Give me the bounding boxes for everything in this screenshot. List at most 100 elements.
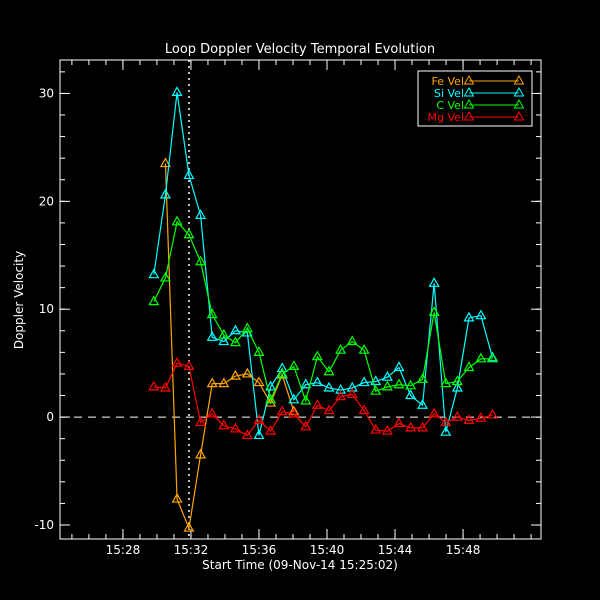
legend-marker-triangle xyxy=(513,110,525,121)
x-tick-label: 15:32 xyxy=(174,543,209,557)
data-point-triangle xyxy=(241,367,253,378)
data-point-triangle xyxy=(195,255,207,266)
data-point-triangle xyxy=(428,277,440,287)
data-point-triangle xyxy=(311,350,323,361)
series-line xyxy=(164,163,295,531)
data-point-triangle xyxy=(253,429,265,440)
legend-marker-triangle xyxy=(513,74,525,85)
data-point-triangle xyxy=(487,408,499,419)
series-si-vel xyxy=(148,86,499,440)
legend-label: C Vel xyxy=(436,99,464,112)
data-point-triangle xyxy=(218,419,230,430)
data-point-triangle xyxy=(346,335,358,346)
data-point-triangle xyxy=(265,380,277,391)
legend-marker-triangle xyxy=(463,98,475,109)
series-line xyxy=(153,92,494,436)
data-point-triangle xyxy=(346,388,358,399)
data-point-triangle xyxy=(381,370,393,381)
data-point-triangle xyxy=(428,407,440,418)
legend-marker-triangle xyxy=(463,110,475,121)
data-point-triangle xyxy=(381,424,393,435)
data-point-triangle xyxy=(218,377,230,388)
data-point-triangle xyxy=(183,169,195,180)
y-tick-label: 30 xyxy=(39,86,54,100)
x-tick-label: 15:36 xyxy=(242,543,277,557)
data-point-triangle xyxy=(370,375,382,386)
data-point-triangle xyxy=(195,209,207,219)
data-point-triangle xyxy=(393,417,405,428)
data-point-triangle xyxy=(206,331,218,341)
data-point-triangle xyxy=(300,394,312,405)
data-point-triangle xyxy=(276,405,288,416)
data-point-triangle xyxy=(416,421,429,432)
data-point-triangle xyxy=(416,399,429,409)
data-point-triangle xyxy=(159,271,171,282)
data-point-triangle xyxy=(405,379,417,390)
data-point-triangle xyxy=(229,369,241,380)
data-point-triangle xyxy=(229,336,241,347)
data-point-triangle xyxy=(335,343,347,354)
data-point-triangle xyxy=(288,360,300,370)
data-point-triangle xyxy=(276,362,288,373)
data-point-triangle xyxy=(311,399,323,409)
data-point-triangle xyxy=(195,416,207,427)
data-point-triangle xyxy=(183,360,195,370)
legend-label: Mg Vel xyxy=(428,111,464,124)
data-point-triangle xyxy=(159,157,171,168)
data-point-triangle xyxy=(428,306,440,317)
data-point-triangle xyxy=(253,376,265,387)
data-point-triangle xyxy=(265,393,277,404)
legend-label: Fe Vel xyxy=(432,75,464,88)
data-point-triangle xyxy=(300,378,312,389)
data-point-triangle xyxy=(229,324,241,335)
data-point-triangle xyxy=(335,390,347,401)
data-point-triangle xyxy=(323,365,335,376)
data-point-triangle xyxy=(159,188,171,199)
data-point-triangle xyxy=(463,361,475,372)
plot-frame xyxy=(59,59,542,540)
series-fe-vel xyxy=(159,157,300,532)
data-point-triangle xyxy=(300,420,312,431)
data-point-triangle xyxy=(206,407,218,418)
y-tick-label: -10 xyxy=(34,518,54,532)
chart-title: Loop Doppler Velocity Temporal Evolution xyxy=(165,42,435,57)
data-point-triangle xyxy=(218,328,230,339)
x-tick-label: 15:28 xyxy=(106,543,141,557)
data-point-triangle xyxy=(463,311,475,322)
data-point-triangle xyxy=(323,381,335,392)
series-line xyxy=(153,362,493,437)
data-point-triangle xyxy=(171,492,183,503)
data-point-triangle xyxy=(405,389,417,400)
legend-marker-triangle xyxy=(513,86,525,97)
data-point-triangle xyxy=(183,521,195,532)
data-point-triangle xyxy=(241,322,253,333)
y-tick-label: 10 xyxy=(39,302,54,316)
series-c-vel xyxy=(148,215,499,405)
data-point-triangle xyxy=(148,380,160,391)
data-point-triangle xyxy=(148,295,160,306)
data-point-triangle xyxy=(393,361,405,372)
legend-label: Si Vel xyxy=(434,87,464,100)
data-point-triangle xyxy=(475,352,487,363)
data-point-triangle xyxy=(241,429,253,440)
data-point-triangle xyxy=(218,335,230,346)
data-point-triangle xyxy=(475,411,487,422)
x-axis-label: Start Time (09-Nov-14 15:25:02) xyxy=(202,558,398,572)
data-point-triangle xyxy=(475,309,487,320)
data-point-triangle xyxy=(381,380,393,391)
y-tick-label: 0 xyxy=(46,410,54,424)
data-point-triangle xyxy=(195,448,207,459)
legend-marker-triangle xyxy=(463,74,475,85)
data-point-triangle xyxy=(288,407,300,418)
data-point-triangle xyxy=(265,396,277,407)
series-mg-vel xyxy=(148,356,499,440)
data-point-triangle xyxy=(358,376,370,387)
data-point-triangle xyxy=(405,421,417,432)
data-point-triangle xyxy=(440,425,452,436)
data-point-triangle xyxy=(171,215,183,226)
data-point-triangle xyxy=(463,414,475,424)
data-point-triangle xyxy=(206,377,218,388)
data-point-triangle xyxy=(358,404,370,415)
